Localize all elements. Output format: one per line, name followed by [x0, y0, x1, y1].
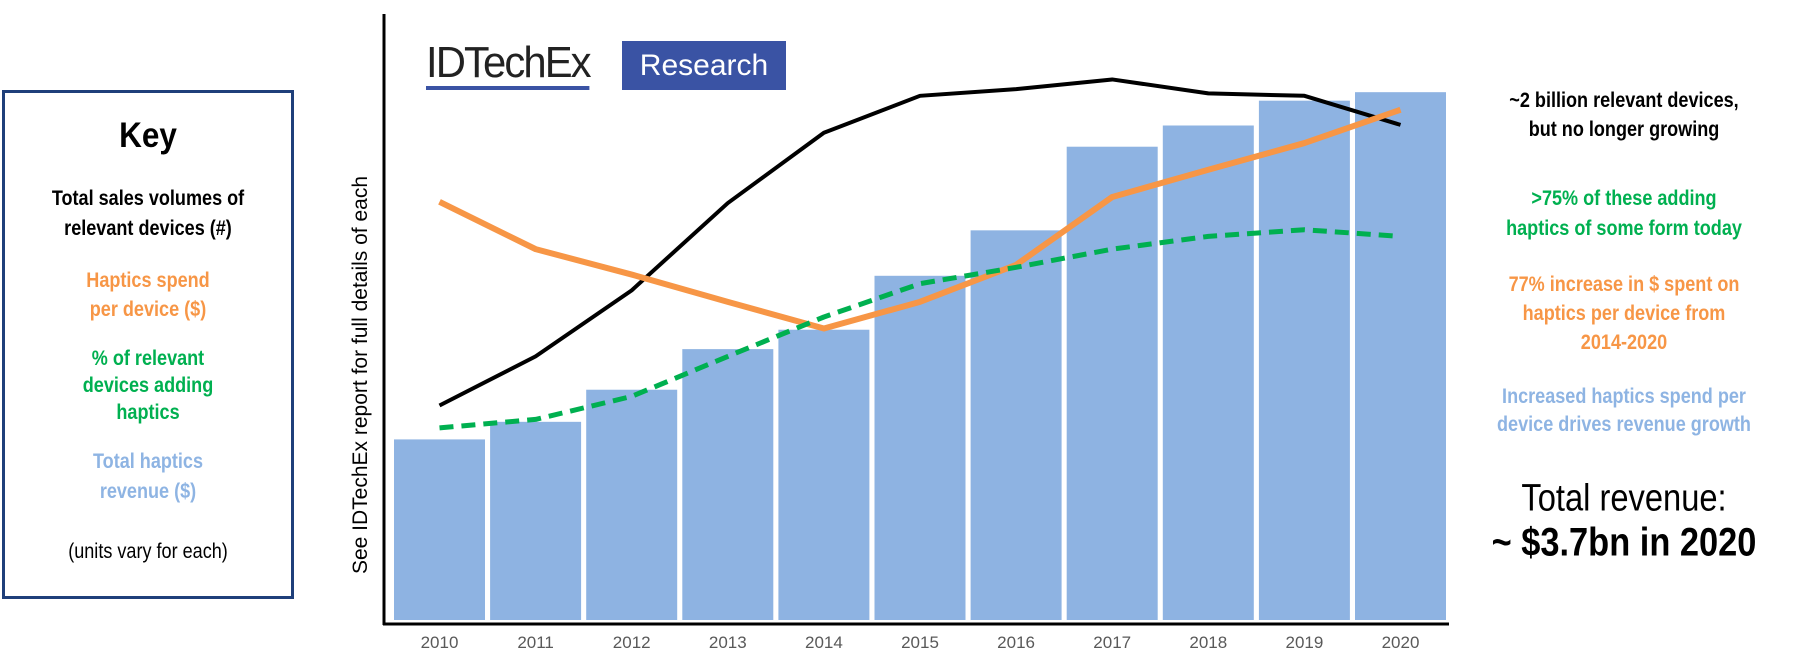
- bar-2017: [1066, 146, 1158, 621]
- x-tick-label: 2011: [517, 633, 554, 652]
- annotation-adoption-1: >75% of these adding: [1531, 187, 1717, 210]
- key-spend-1: Haptics spend: [86, 269, 210, 292]
- annotation-revenue-2: device drives revenue growth: [1497, 413, 1751, 436]
- key-percent-2: devices adding: [82, 374, 214, 397]
- volumes-line: [438, 77, 1402, 408]
- bar-2020: [1355, 92, 1446, 620]
- key-percent-3: haptics: [116, 401, 180, 424]
- key-revenue-2: revenue ($): [99, 480, 197, 503]
- bar-2019: [1258, 100, 1350, 620]
- x-tick-label: 2017: [1093, 633, 1131, 652]
- annotation-spend-2: haptics per device from: [1522, 302, 1726, 325]
- key-legend: [2, 90, 294, 599]
- key-percent-1: % of relevant: [91, 347, 205, 370]
- bar-2013: [682, 349, 774, 620]
- annotation-adoption-2: haptics of some form today: [1506, 217, 1742, 240]
- key-revenue-1: Total haptics: [92, 450, 204, 473]
- bar-2014: [778, 329, 870, 620]
- bar-2012: [586, 389, 678, 620]
- key-note: (units vary for each): [68, 540, 228, 563]
- annotation-devices-1: ~2 billion relevant devices,: [1509, 89, 1739, 112]
- x-tick-label: 2010: [421, 633, 459, 652]
- x-tick-label: 2014: [805, 633, 843, 652]
- key-spend-2: per device ($): [89, 298, 207, 321]
- key-volumes-1: Total sales volumes of: [51, 187, 245, 210]
- y-axis-label: See IDTechEx report for full details of …: [349, 175, 372, 575]
- x-tick-label: 2012: [613, 633, 651, 652]
- x-tick-label: 2018: [1189, 633, 1227, 652]
- x-tick-label: 2020: [1382, 633, 1420, 652]
- total-revenue-label: Total revenue:: [1521, 477, 1727, 520]
- bar-2010: [394, 439, 485, 620]
- annotation-revenue-1: Increased haptics spend per: [1502, 385, 1746, 408]
- annotation-devices-2: but no longer growing: [1528, 118, 1720, 141]
- annotation-spend-1: 77% increase in $ spent on: [1508, 273, 1740, 296]
- bar-2011: [490, 421, 582, 620]
- x-tick-label: 2013: [709, 633, 747, 652]
- x-tick-label: 2016: [997, 633, 1035, 652]
- bar-2015: [874, 275, 966, 620]
- spend-line: [438, 106, 1402, 332]
- bar-2016: [970, 230, 1062, 621]
- logo-brand: IDTechEx: [426, 40, 592, 90]
- percent-line: [439, 227, 1401, 431]
- total-revenue-value: ~ $3.7bn in 2020: [1491, 520, 1757, 565]
- bar-2018: [1162, 125, 1254, 620]
- logo-tag: Research: [622, 41, 786, 90]
- x-tick-label: 2015: [901, 633, 939, 652]
- key-title: Key: [119, 116, 177, 155]
- x-tick-label: 2019: [1285, 633, 1323, 652]
- annotation-spend-3: 2014-2020: [1580, 331, 1668, 354]
- key-volumes-2: relevant devices (#): [64, 217, 232, 240]
